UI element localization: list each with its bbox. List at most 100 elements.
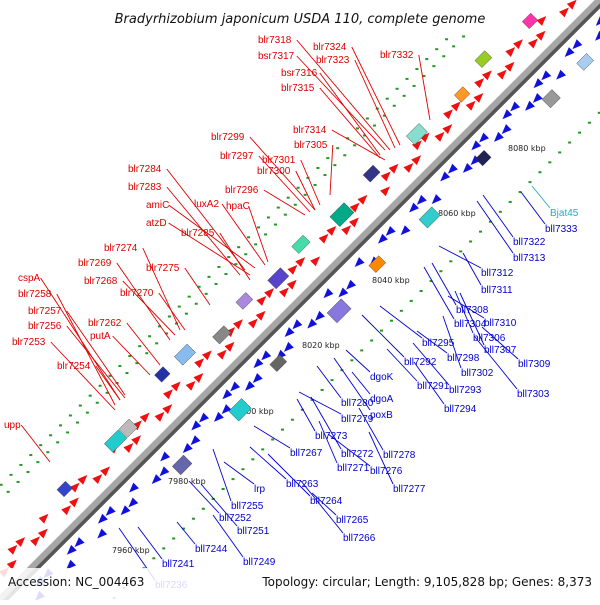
reverse-gene-label: bll7309 [518,359,551,370]
tick-mark [256,226,260,229]
reverse-gene-label: bll7310 [484,318,517,329]
forward-gene-label: blr7256 [28,321,62,332]
tick-mark [281,428,285,431]
reverse-gene-arrow [252,373,263,383]
forward-gene-label: hpaC [226,201,250,212]
tick-mark [508,200,512,203]
label-leader-line [296,398,316,432]
label-leader-line [418,54,431,121]
forward-gene-arrow [6,559,17,570]
reverse-gene-arrow [230,381,241,392]
kbp-tick-label: 8080 kbp [508,144,546,153]
tick-mark [194,302,198,305]
forward-gene-arrow [256,295,267,306]
tick-mark [266,216,270,219]
reverse-gene-arrow [470,155,481,166]
forward-gene-label: blr7270 [120,288,154,299]
label-leader-line [158,292,186,331]
reverse-gene-arrow [323,288,334,299]
tick-mark [6,490,10,493]
label-leader-line [462,252,482,286]
tick-mark [0,483,3,486]
reverse-gene-arrow [182,443,193,453]
tick-mark [355,127,359,130]
reverse-gene-label: bll7266 [343,533,376,544]
forward-gene-arrow [123,443,134,453]
tick-mark [237,246,241,249]
forward-gene-arrow [474,78,485,89]
forward-gene-arrow [278,287,289,298]
reverse-gene-arrow [462,163,473,173]
tick-mark [125,372,129,375]
forward-gene-label: blr7332 [380,50,414,61]
forward-gene-arrow [465,100,476,111]
tick-mark [402,94,406,97]
gene-block [269,354,288,372]
tick-mark [135,362,139,365]
forward-gene-label: blr7257 [28,306,62,317]
reverse-gene-arrow [221,404,232,415]
label-leader-line [531,185,551,209]
gene-block [541,89,561,109]
reverse-gene-label: bll7294 [444,404,477,415]
reverse-gene-arrow [315,310,325,321]
forward-gene-label: blr7258 [18,289,52,300]
kbp-tick-label: 8000 kbp [236,407,274,416]
tick-mark [241,468,245,471]
reverse-gene-label: bll7249 [243,557,276,568]
reverse-gene-label: bll7273 [315,431,348,442]
reverse-gene-arrow [222,389,233,400]
tick-mark [568,141,572,144]
tick-mark [395,87,399,90]
forward-gene-arrow [92,474,103,485]
tick-mark [261,448,265,451]
label-leader-line [413,361,445,405]
tick-mark [128,355,132,358]
tick-mark [452,45,456,48]
kbp-tick-label: 8040 kbp [372,276,410,285]
reverse-gene-arrow [129,482,139,493]
tick-mark [320,389,324,392]
tick-mark [365,117,369,120]
forward-gene-label: putA [90,331,111,342]
label-leader-line [354,59,396,149]
reverse-gene-label: bll7306 [473,333,506,344]
kbp-tick-label: 8060 kbp [438,209,476,218]
reverse-gene-label: bll7291 [417,381,450,392]
label-leader-line [66,310,126,396]
label-leader-line [188,480,220,514]
tick-mark [227,256,231,259]
forward-gene-arrow [295,257,306,267]
tick-mark [313,183,317,186]
label-leader-line [379,305,423,339]
forward-gene-arrow [566,0,577,10]
forward-gene-arrow [411,140,422,151]
forward-gene-label: bsr7316 [281,68,318,79]
forward-gene-arrow [443,109,453,120]
label-leader-line [221,203,266,266]
tick-mark [118,364,122,367]
gene-block [405,123,428,145]
label-leader-line [481,326,519,360]
label-leader-line [442,315,462,369]
forward-gene-arrow [310,256,321,267]
label-leader-line [333,357,371,411]
forward-gene-label: blr7268 [84,276,118,287]
reverse-gene-arrow [74,537,85,547]
tick-mark [363,134,367,137]
reverse-gene-arrow [525,100,535,111]
reverse-gene-arrow [541,70,552,81]
forward-gene-arrow [536,15,547,26]
forward-gene-arrow [513,39,523,50]
tick-mark [326,157,330,160]
kbp-tick-label: 8020 kbp [302,341,340,350]
reverse-gene-label: bll7272 [341,449,374,460]
forward-gene-arrow [163,389,173,400]
reverse-gene-arrow [431,194,442,205]
reverse-gene-label: bll7311 [481,285,513,296]
reverse-gene-arrow [595,15,600,26]
label-leader-line [454,290,474,334]
tick-mark [445,38,449,41]
